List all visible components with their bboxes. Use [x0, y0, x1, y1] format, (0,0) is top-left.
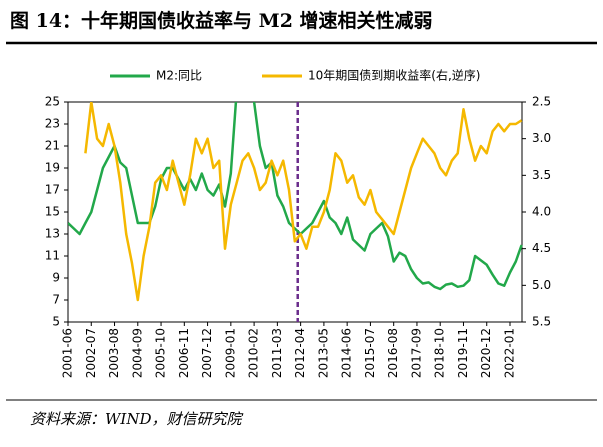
x-tick-label: 2011-03	[270, 328, 284, 378]
chart-title: 图 14：十年期国债收益率与 M2 增速相关性减弱	[10, 9, 433, 32]
legend-label: M2:同比	[156, 69, 202, 83]
y-tick-label: 15	[45, 205, 60, 219]
y2-tick-label: 5.5	[532, 315, 551, 329]
series-line	[68, 102, 523, 291]
y2-tick-label: 5.0	[532, 278, 551, 292]
x-tick-label: 2014-06	[340, 328, 354, 378]
x-tick-label: 2005-10	[154, 328, 168, 378]
x-tick-label: 2010-02	[247, 328, 261, 378]
x-tick-label: 2009-01	[223, 328, 237, 378]
x-tick-label: 2013-05	[316, 328, 330, 378]
x-tick-label: 2002-07	[84, 328, 98, 378]
y-tick-label: 9	[52, 271, 60, 285]
y2-tick-label: 4.5	[532, 241, 551, 255]
y-tick-label: 11	[45, 249, 60, 263]
y2-tick-label: 4.0	[532, 205, 551, 219]
x-tick-label: 2004-09	[130, 328, 144, 378]
y-tick-label: 5	[52, 315, 60, 329]
x-tick-label: 2012-04	[293, 328, 307, 378]
y2-tick-label: 2.5	[532, 95, 551, 109]
series-line	[84, 102, 523, 302]
plot-lines	[68, 102, 523, 302]
x-tick-label: 2015-07	[363, 328, 377, 378]
y-tick-label: 25	[45, 95, 60, 109]
legend-label: 10年期国债到期收益率(右,逆序)	[308, 68, 480, 83]
y2-tick-label: 3.0	[532, 131, 551, 145]
x-tick-label: 2016-08	[386, 328, 400, 378]
y-tick-label: 19	[45, 161, 60, 175]
y-tick-label: 17	[45, 183, 60, 197]
x-tick-label: 2020-12	[479, 328, 493, 378]
y-tick-label: 7	[52, 293, 60, 307]
x-tick-label: 2007-12	[200, 328, 214, 378]
x-tick-label: 2006-11	[177, 328, 191, 378]
x-tick-label: 2022-01	[503, 328, 517, 378]
x-tick-label: 2017-09	[409, 328, 423, 378]
x-tick-label: 2003-08	[107, 328, 121, 378]
y-tick-label: 13	[45, 227, 60, 241]
source: 资料来源：WIND，财信研究院	[30, 410, 243, 428]
y-tick-label: 21	[45, 139, 60, 153]
y-tick-label: 23	[45, 117, 60, 131]
x-tick-label: 2019-11	[456, 328, 470, 378]
x-tick-label: 2018-10	[433, 328, 447, 378]
y2-tick-label: 3.5	[532, 168, 551, 182]
x-tick-label: 2001-06	[61, 328, 75, 378]
